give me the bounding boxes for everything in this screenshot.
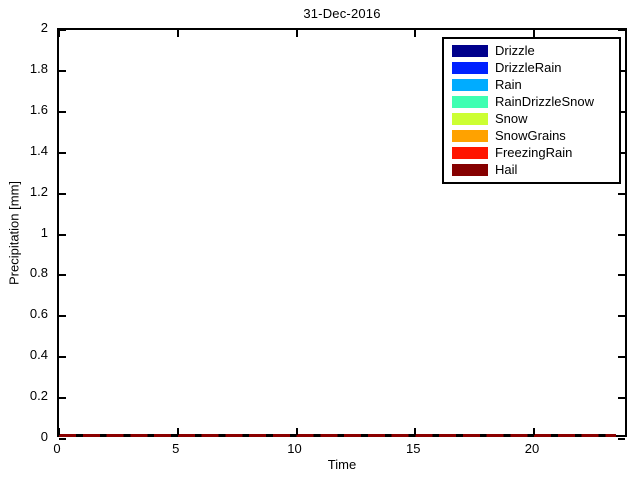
y-tick-label: 1 (40, 224, 48, 240)
x-tick-mark-bottom (414, 428, 417, 435)
y-tick-mark-right (618, 274, 625, 277)
x-tick-mark-top (176, 30, 179, 37)
y-tick-label: 1.8 (29, 60, 48, 76)
zero-value-bars-line (59, 434, 616, 437)
legend-entry-label: RainDrizzleSnow (495, 93, 594, 109)
legend-entry-label: DrizzleRain (495, 59, 562, 75)
x-tick-label: 5 (172, 441, 180, 456)
y-tick-mark-left (59, 233, 66, 236)
legend-entry: Drizzle (444, 43, 619, 59)
legend-entry: DrizzleRain (444, 60, 619, 76)
x-tick-label: 10 (287, 441, 302, 456)
y-tick-mark-left (59, 315, 66, 318)
x-tick-mark-bottom (533, 428, 535, 435)
y-tick-label: 0 (40, 429, 48, 444)
y-tick-mark-left (59, 438, 66, 440)
x-tick-mark-bottom (295, 428, 298, 435)
x-tick-mark-top (295, 30, 298, 37)
legend-entry-label: Snow (495, 111, 528, 127)
y-tick-mark-right (618, 110, 625, 113)
y-tick-mark-left (59, 356, 66, 359)
legend: Drizzle DrizzleRain Rain RainDrizzleSnow Sno… (442, 37, 621, 184)
y-tick-label: 0.4 (29, 347, 48, 363)
legend-entry-label: SnowGrains (495, 128, 566, 144)
legend-entry: SnowGrains (444, 128, 619, 144)
legend-color-swatch-drizzle (452, 44, 488, 57)
y-tick-label: 1.6 (29, 101, 48, 117)
y-tick-mark-left (59, 192, 66, 195)
y-tick-mark-left (59, 274, 66, 277)
y-tick-label: 0.2 (29, 388, 48, 404)
y-tick-mark-left (59, 29, 66, 31)
legend-color-swatch-drizzlerain (452, 61, 488, 74)
legend-entry: Rain (444, 77, 619, 93)
y-tick-mark-left (59, 110, 66, 113)
x-tick-mark-bottom (58, 428, 60, 435)
y-tick-label: 0.8 (29, 265, 48, 281)
y-tick-mark-right (618, 397, 625, 400)
legend-color-swatch-snow (452, 113, 488, 126)
chart-title: 31-Dec-2016 (303, 6, 381, 21)
y-tick-mark-right (618, 69, 625, 72)
legend-color-swatch-snowgrains (452, 130, 488, 143)
y-tick-label: 1.2 (29, 183, 48, 199)
y-tick-mark-right (618, 29, 625, 31)
legend-color-swatch-hail (452, 164, 488, 177)
y-tick-mark-right (618, 356, 625, 359)
legend-entry-label: FreezingRain (495, 145, 573, 161)
legend-entry: RainDrizzleSnow (444, 94, 619, 110)
y-tick-mark-right (618, 438, 625, 440)
legend-color-swatch-raindrizzlesnow (452, 95, 488, 108)
legend-entry: FreezingRain (444, 145, 619, 161)
y-tick-mark-left (59, 151, 66, 154)
legend-entry-label: Hail (495, 162, 518, 178)
legend-entry-label: Drizzle (495, 42, 535, 58)
y-tick-label: 0.6 (29, 306, 48, 322)
legend-entry-label: Rain (495, 76, 522, 92)
legend-color-swatch-rain (452, 78, 488, 91)
y-tick-mark-right (618, 192, 625, 195)
legend-entry: Hail (444, 162, 619, 178)
x-tick-label: 0 (53, 441, 61, 456)
x-tick-mark-top (58, 30, 60, 37)
y-tick-mark-right (618, 151, 625, 154)
x-tick-label: 20 (524, 441, 540, 456)
y-tick-label: 1.4 (29, 142, 48, 158)
x-tick-mark-top (533, 30, 535, 37)
y-tick-mark-left (59, 69, 66, 72)
x-tick-mark-top (414, 30, 417, 37)
legend-entry: Snow (444, 111, 619, 127)
y-tick-mark-right (618, 315, 625, 318)
y-tick-mark-left (59, 397, 66, 400)
y-tick-mark-right (618, 233, 625, 236)
x-axis-label: Time (327, 457, 357, 472)
legend-color-swatch-freezingrain (452, 147, 488, 160)
x-tick-label: 15 (406, 441, 421, 456)
x-tick-mark-bottom (176, 428, 179, 435)
y-tick-label: 2 (40, 20, 48, 35)
